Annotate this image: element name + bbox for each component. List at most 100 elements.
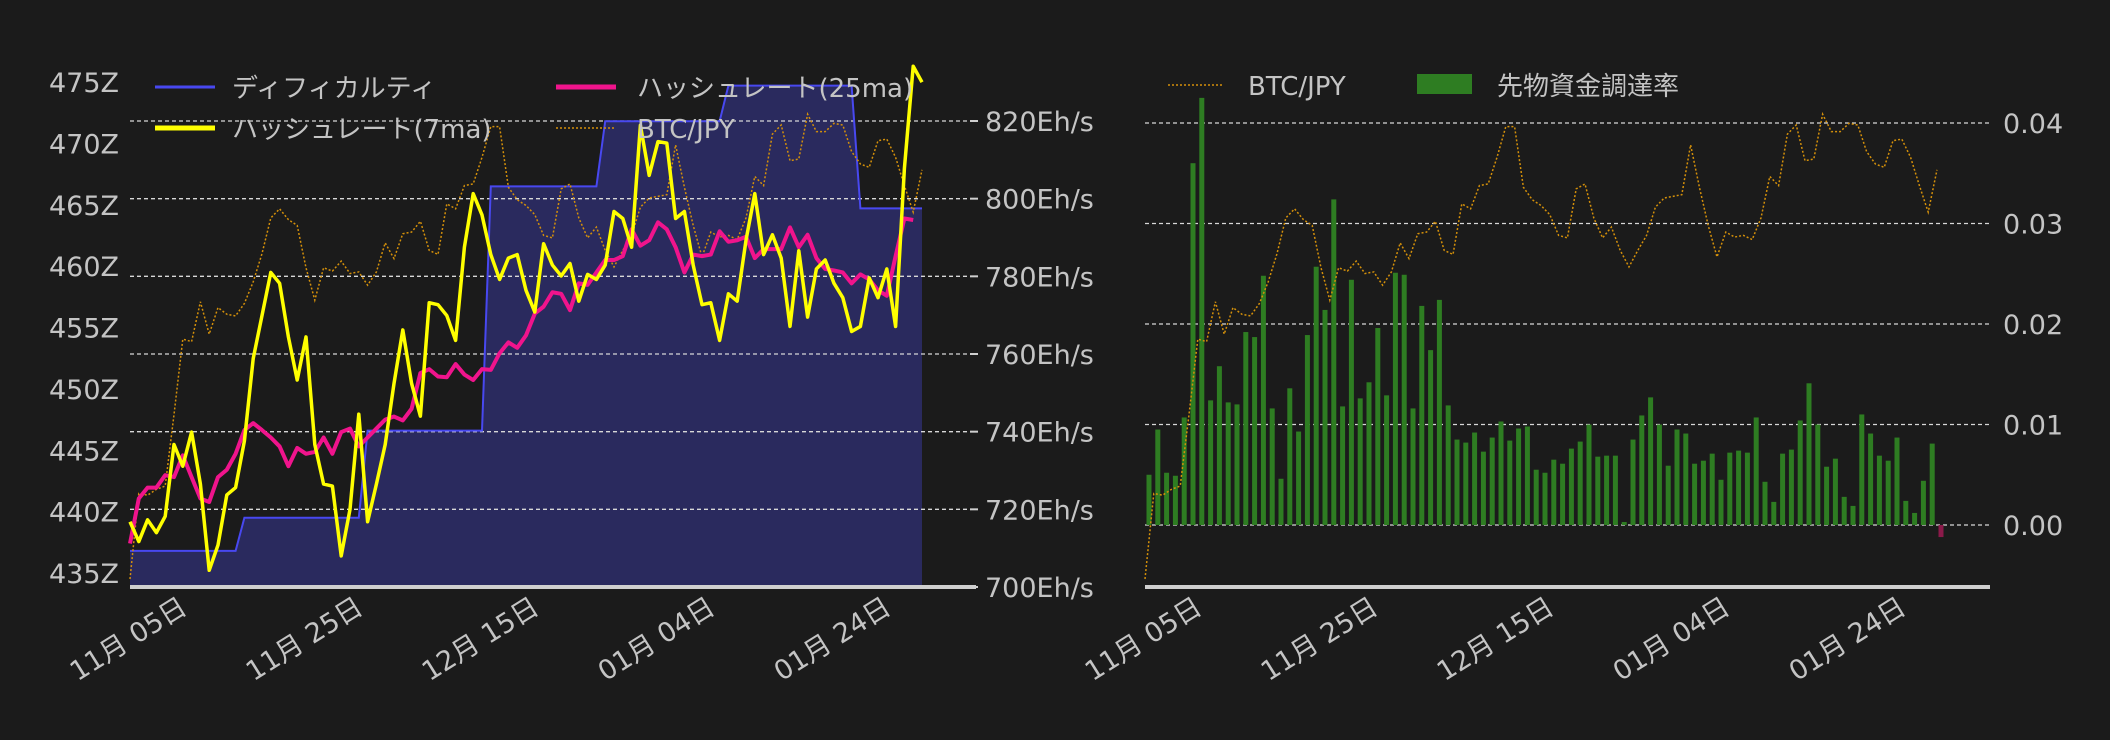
funding-rate-bar [1436, 299, 1442, 525]
funding-rate-bar [1683, 433, 1689, 525]
legend-btc-label: BTC/JPY [637, 115, 735, 145]
funding-rate-bar [1348, 279, 1354, 525]
funding-rate-bar [1744, 452, 1750, 525]
right-y-tick-label: 740Eh/s [985, 418, 1094, 449]
funding-rate-bar [1384, 395, 1390, 525]
funding-rate-bar [1674, 429, 1680, 525]
funding-rate-bar [1806, 383, 1812, 525]
funding-rate-bar [1401, 274, 1407, 525]
funding-rate-bar [1938, 525, 1944, 538]
right-y-tick-label: 820Eh/s [985, 107, 1094, 138]
x-tick-label: 11月 05日 [1080, 592, 1208, 688]
funding-rate-bar [1595, 456, 1601, 525]
funding-rate-bar [1736, 450, 1742, 525]
funding-rate-bar [1313, 266, 1319, 525]
funding-rate-bar [1700, 460, 1706, 525]
left-y-tick-label: 440Z [49, 498, 119, 529]
right-y-tick-label: 0.01 [2003, 411, 2063, 442]
funding-rate-bar [1542, 472, 1548, 525]
legend-btc-label: BTC/JPY [1248, 72, 1346, 102]
funding-rate-bar [1357, 398, 1363, 525]
x-tick-label: 12月 15日 [1432, 592, 1560, 688]
funding-rate-bar [1190, 163, 1196, 525]
funding-rate-bar [1225, 402, 1231, 525]
hashrate-25ma-line [128, 216, 914, 544]
funding-rate-bar [1894, 437, 1900, 525]
funding-rate-bar [1164, 472, 1170, 525]
x-tick-label: 11月 25日 [241, 592, 369, 688]
funding-rate-bar [1903, 500, 1909, 525]
funding-rate-bar [1472, 432, 1478, 525]
funding-rate-bar [1850, 505, 1856, 525]
funding-rate-bar [1824, 466, 1830, 525]
funding-rate-bar [1621, 521, 1627, 525]
funding-rate-bar [1656, 424, 1662, 525]
funding-rate-bar [1340, 406, 1346, 525]
funding-rate-bar [1366, 382, 1372, 525]
funding-rate-bar [1155, 429, 1161, 525]
funding-rate-bar [1322, 309, 1328, 525]
funding-rate-bar [1454, 439, 1460, 525]
funding-rate-bar [1665, 465, 1671, 525]
funding-rate-bar [1146, 474, 1152, 525]
funding-rate-bar [1568, 448, 1574, 525]
right-y-tick-label: 0.03 [2003, 210, 2063, 241]
funding-rate-bar [1551, 459, 1557, 525]
funding-rate-bar [1604, 455, 1610, 525]
funding-rate-bar [1480, 451, 1486, 525]
right-y-tick-label: 0.00 [2003, 511, 2063, 542]
funding-rate-bar [1630, 439, 1636, 525]
right-y-tick-label: 760Eh/s [985, 340, 1094, 371]
funding-rate-bar [1392, 272, 1398, 525]
x-tick-label: 01月 04日 [1608, 592, 1736, 688]
right-y-tick-label: 780Eh/s [985, 262, 1094, 293]
funding-rate-bar [1929, 443, 1935, 525]
x-tick-label: 11月 05日 [65, 592, 193, 688]
funding-rate-bar [1234, 404, 1240, 525]
funding-rate-bar [1920, 480, 1926, 525]
funding-rate-bar [1533, 469, 1539, 525]
legend-funding-swatch [1417, 74, 1472, 94]
funding-rate-bar [1243, 332, 1249, 525]
hashrate-7ma-line [128, 64, 924, 573]
funding-rate-bar [1524, 426, 1530, 525]
funding-rate-bar [1718, 479, 1724, 525]
funding-rate-bar [1727, 452, 1733, 525]
funding-rate-bar [1498, 421, 1504, 525]
legend: ディフィカルティ ハッシュレート(25ma) ハッシュレート(7ma) BTC/JPY [155, 74, 913, 145]
funding-rate-bar [1560, 463, 1566, 525]
funding-rate-bar [1410, 408, 1416, 525]
left-y-tick-label: 455Z [49, 314, 119, 345]
left-y-tick-label: 435Z [49, 559, 119, 590]
funding-rate-bar [1331, 199, 1337, 525]
x-tick-label: 12月 15日 [417, 592, 545, 688]
left-y-tick-label: 475Z [49, 68, 119, 99]
funding-rate-bar [1428, 350, 1434, 525]
x-tick-label: 01月 04日 [593, 592, 721, 688]
funding-rate-bar [1841, 496, 1847, 525]
funding-rate-bar [1709, 453, 1715, 525]
funding-rate-bar [1780, 453, 1786, 525]
funding-rate-bar [1577, 441, 1583, 525]
legend: BTC/JPY 先物資金調達率 [1168, 72, 1679, 102]
funding-rate-bar [1172, 475, 1178, 525]
funding-rate-bar [1771, 501, 1777, 525]
funding-rate-bar [1445, 405, 1451, 525]
difficulty-line [130, 84, 922, 552]
funding-rate-bar [1507, 440, 1513, 525]
right-y-tick-label: 0.02 [2003, 310, 2063, 341]
funding-rate-bar [1296, 431, 1302, 525]
x-tick-label: 01月 24日 [1784, 592, 1912, 688]
funding-rate-bar [1252, 337, 1258, 525]
funding-rate-bar [1815, 424, 1821, 525]
funding-rate-bar [1648, 397, 1654, 525]
funding-rate-bar [1692, 463, 1698, 525]
funding-rate-bar [1586, 424, 1592, 525]
funding-rate-bar [1463, 442, 1469, 525]
funding-rate-chart: 0.00 0.01 0.02 0.03 0.04 11月 05日 11月 25日 12月 15… [1080, 72, 2063, 688]
funding-rate-bar [1278, 478, 1284, 525]
funding-rate-bar [1912, 512, 1918, 525]
left-y-tick-label: 445Z [49, 436, 119, 467]
funding-rate-bar [1304, 335, 1310, 525]
